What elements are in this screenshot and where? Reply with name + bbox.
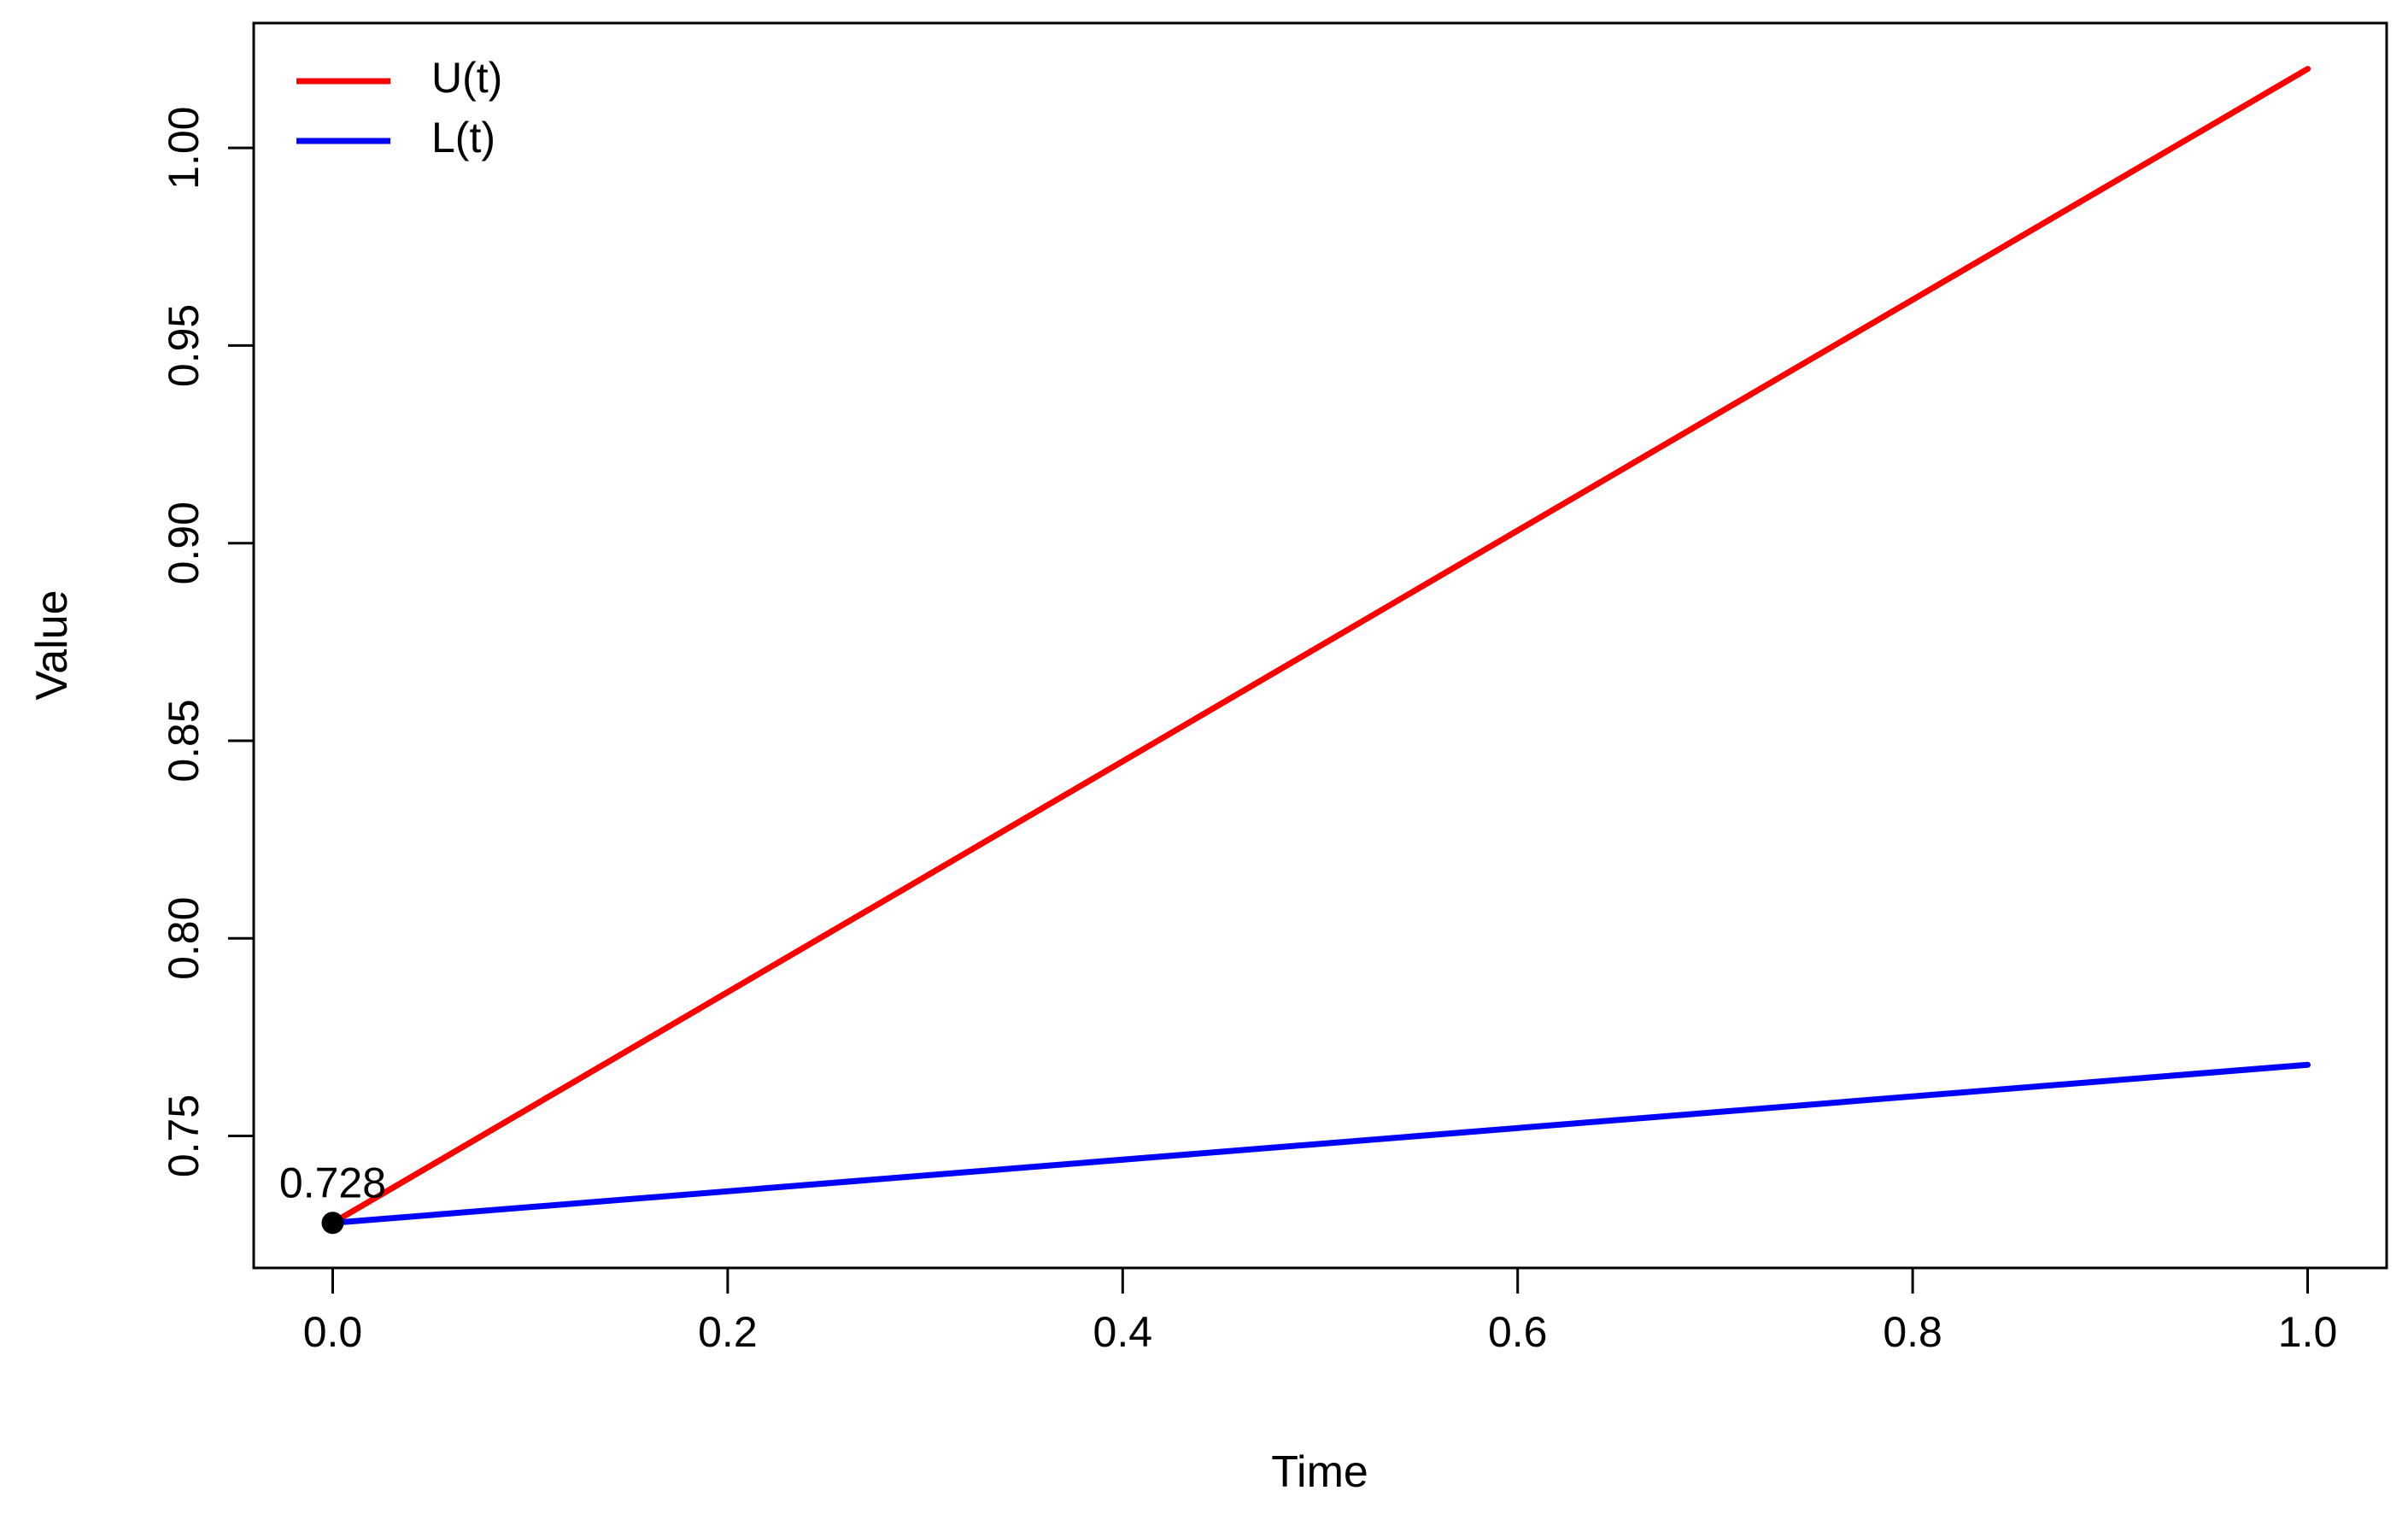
x-tick-label: 0.0 [303,1308,363,1356]
start-point-label: 0.728 [279,1159,386,1206]
start-point-marker [321,1212,344,1235]
point-layer: 0.728 [279,1159,386,1235]
x-tick-label: 1.0 [2278,1308,2338,1356]
legend: U(t) L(t) [296,54,502,161]
x-tick-label: 0.2 [698,1308,758,1356]
x-tick-label: 0.4 [1093,1308,1153,1356]
series-layer [329,66,2311,1226]
legend-label: L(t) [431,114,495,161]
y-tick-label: 0.75 [160,1094,208,1177]
y-tick-label: 1.00 [160,106,208,189]
y-axis-label: Value [27,590,77,700]
series-line-u [329,66,2311,1226]
y-tick-label: 0.90 [160,502,208,584]
series-line-l [329,1061,2311,1226]
legend-label: U(t) [431,54,502,102]
x-axis: 0.0 0.2 0.4 0.6 0.8 1.0 [303,1266,2338,1356]
y-axis: 0.75 0.80 0.85 0.90 0.95 1.00 [160,106,255,1177]
y-tick-label: 0.80 [160,897,208,980]
x-tick-label: 0.6 [1488,1308,1548,1356]
x-axis-label: Time [1271,1447,1368,1497]
x-tick-label: 0.8 [1883,1308,1942,1356]
y-tick-label: 0.85 [160,699,208,782]
y-tick-label: 0.95 [160,304,208,387]
